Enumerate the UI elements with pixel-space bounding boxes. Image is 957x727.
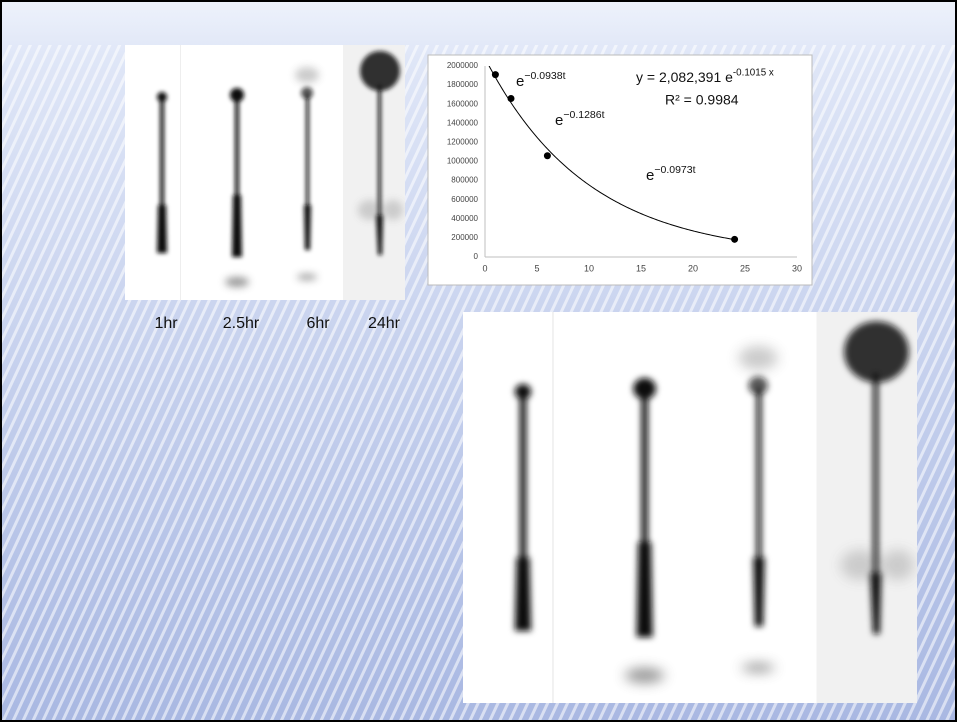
rate-annotation-exponent: −0.1286t (563, 109, 604, 121)
rate-annotation-base: e (646, 167, 654, 184)
y-tick-label: 1000000 (447, 157, 479, 166)
data-point (544, 152, 551, 159)
y-tick-label: 1600000 (447, 99, 479, 108)
chart-box (428, 55, 812, 285)
x-tick-label: 0 (482, 263, 487, 273)
y-tick-label: 1200000 (447, 138, 479, 147)
data-point (492, 71, 499, 78)
r-squared: R² = 0.9984 (665, 92, 739, 108)
rate-annotation-exponent: −0.0938t (524, 70, 565, 82)
gel-image-large (463, 312, 917, 703)
rate-annotation-exponent: −0.0973t (654, 164, 695, 176)
y-tick-label: 600000 (451, 195, 478, 204)
trend-equation-exponent: -0.1015 x (733, 67, 774, 78)
x-tick-label: 5 (534, 263, 539, 273)
image-label: 24hr (368, 315, 401, 332)
y-tick-label: 400000 (451, 214, 478, 223)
x-tick-label: 30 (792, 263, 802, 273)
data-point (508, 95, 515, 102)
slide: 1hr 2.5hr 6hr 24hr 0 200000 400000 600000 80… (0, 0, 957, 722)
y-tick-label: 0 (474, 252, 479, 261)
x-tick-label: 25 (740, 263, 750, 273)
image-label: 1hr (154, 315, 178, 332)
trend-equation-base: y = 2,082,391 e (636, 69, 733, 85)
page: {"chart_data": {"type": "scatter", "x": … (0, 0, 957, 722)
image-label: 2.5hr (223, 315, 260, 332)
y-tick-label: 200000 (451, 233, 478, 242)
x-tick-label: 15 (636, 263, 646, 273)
data-point (731, 236, 738, 243)
image-label: 6hr (306, 315, 330, 332)
rate-annotation-base: e (516, 73, 524, 90)
rate-annotation-base: e (555, 112, 563, 129)
y-tick-label: 800000 (451, 176, 478, 185)
y-tick-label: 2000000 (447, 61, 479, 70)
y-tick-label: 1800000 (447, 80, 479, 89)
x-tick-label: 10 (584, 263, 594, 273)
gel-image-small (125, 45, 405, 300)
x-tick-label: 20 (688, 263, 698, 273)
y-tick-label: 1400000 (447, 118, 479, 127)
